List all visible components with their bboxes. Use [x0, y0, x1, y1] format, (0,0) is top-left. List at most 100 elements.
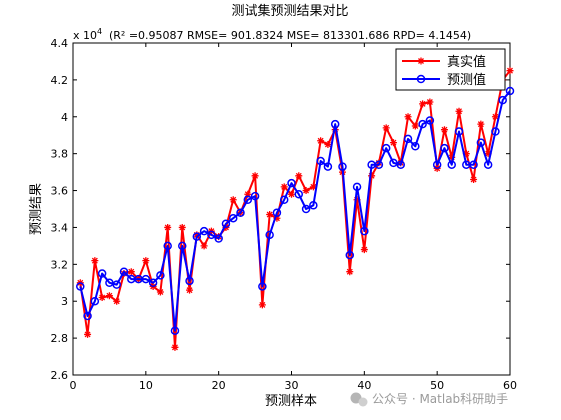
chart-subtitle: (R² =0.95087 RMSE= 901.8324 MSE= 813301.… [109, 29, 471, 42]
data-point [309, 201, 318, 210]
data-point [76, 282, 85, 291]
y-axis: 2.6 2.8 3 3.2 3.4 3.6 3.8 4 4.2 4.4 [51, 37, 510, 382]
y-tick-label: 2.6 [51, 369, 69, 382]
data-point [287, 178, 296, 188]
data-point [317, 137, 325, 145]
data-point [506, 67, 514, 75]
data-point [84, 330, 92, 338]
data-point [301, 204, 311, 214]
data-point [156, 288, 164, 296]
legend-box [395, 48, 506, 91]
data-point [462, 150, 470, 158]
data-point [112, 280, 121, 289]
data-point [483, 160, 493, 169]
data-point [440, 143, 449, 153]
data-point [302, 187, 310, 195]
data-point [389, 139, 397, 147]
data-point [192, 232, 202, 241]
data-point [309, 183, 317, 191]
data-point [178, 241, 187, 251]
data-point [476, 138, 486, 147]
data-point [316, 156, 325, 166]
y-multiplier-exponent: 4 [97, 27, 102, 36]
data-point [353, 196, 361, 204]
wechat-icon-front [358, 397, 368, 407]
data-point [199, 226, 209, 236]
data-point [258, 282, 267, 291]
data-point [90, 296, 100, 306]
data-point [163, 241, 172, 251]
data-point [105, 292, 113, 300]
data-point [244, 190, 252, 198]
data-point [214, 234, 223, 243]
plot-area [72, 42, 511, 376]
series-pred [76, 86, 515, 335]
data-point [236, 208, 245, 217]
legend-marker-real-star [417, 57, 425, 65]
data-point [148, 278, 158, 288]
data-point [374, 160, 384, 169]
data-point [454, 127, 464, 136]
x-axis-label: 预测样本 [265, 394, 317, 409]
x-axis: 0 10 20 30 40 50 60 [70, 43, 517, 392]
data-point [498, 95, 507, 105]
data-point [97, 269, 107, 278]
data-point [228, 213, 238, 223]
y-tick-label: 3.2 [51, 258, 69, 271]
y-multiplier: x 104 [73, 27, 102, 42]
data-point [448, 153, 456, 161]
data-point [265, 230, 274, 240]
data-point [178, 223, 186, 231]
y-tick-label: 3.8 [51, 148, 69, 161]
y-tick-label: 4.2 [51, 74, 69, 87]
data-point [447, 160, 456, 169]
legend: 真实值 预测值 [395, 48, 506, 91]
data-point [221, 219, 231, 229]
legend-label-pred: 预测值 [447, 72, 486, 88]
data-point [404, 113, 412, 121]
data-point [170, 326, 180, 335]
data-point [360, 246, 368, 254]
data-point [141, 274, 151, 284]
data-point [419, 100, 427, 108]
x-tick-label: 30 [285, 379, 299, 392]
data-point [345, 250, 355, 260]
watermark-text: 公众号 · Matlab科研助手 [372, 392, 508, 406]
data-point [266, 211, 274, 219]
y-tick-label: 4.4 [51, 37, 69, 50]
legend-marker-real [417, 57, 425, 65]
x-tick-label: 0 [70, 379, 77, 392]
chart-title: 测试集预测结果对比 [231, 3, 348, 19]
data-point [186, 286, 194, 294]
data-point [440, 126, 448, 134]
data-point [207, 230, 216, 240]
data-point [360, 226, 369, 236]
data-point [418, 119, 427, 129]
x-tick-label: 10 [139, 379, 153, 392]
data-point [324, 140, 332, 148]
data-point [426, 98, 434, 106]
x-tick-label: 40 [357, 379, 371, 392]
data-point [251, 172, 259, 180]
data-point [368, 172, 376, 180]
data-point [432, 160, 442, 169]
data-point [258, 301, 266, 309]
data-point [352, 182, 362, 192]
data-point [411, 122, 419, 130]
x-tick-label: 20 [212, 379, 226, 392]
data-point [411, 142, 420, 151]
data-point [491, 127, 500, 136]
data-point [164, 223, 172, 231]
data-point [294, 189, 304, 199]
data-point [272, 208, 282, 217]
data-point [91, 257, 99, 265]
y-tick-label: 4 [61, 111, 68, 124]
data-point [425, 116, 435, 125]
data-point [477, 120, 485, 128]
data-point [229, 196, 237, 204]
data-point [83, 311, 92, 321]
data-point [470, 175, 478, 183]
legend-marker-pred [416, 74, 426, 84]
data-point [403, 134, 413, 144]
